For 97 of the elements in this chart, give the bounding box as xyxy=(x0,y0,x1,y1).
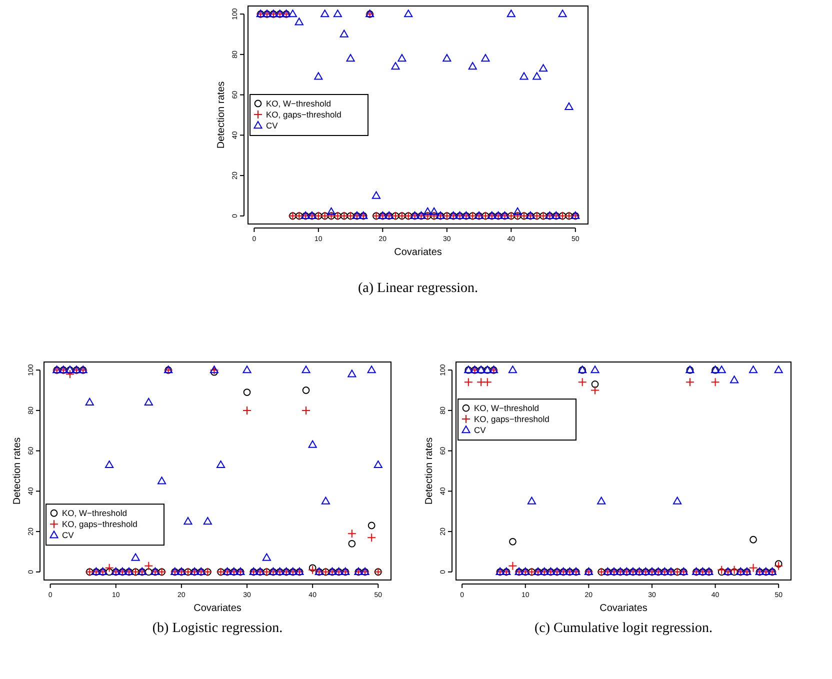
point xyxy=(774,366,783,374)
point xyxy=(157,476,166,484)
point xyxy=(673,496,682,504)
point xyxy=(374,460,382,468)
point xyxy=(347,529,356,538)
point xyxy=(590,386,600,395)
point xyxy=(346,54,355,62)
point xyxy=(730,568,738,576)
point xyxy=(532,72,542,80)
point xyxy=(391,62,400,70)
point xyxy=(442,54,452,62)
point xyxy=(348,370,356,378)
point xyxy=(590,366,600,374)
point xyxy=(508,561,518,570)
point xyxy=(340,30,348,38)
point xyxy=(468,62,477,70)
point xyxy=(730,376,739,384)
point xyxy=(367,366,376,374)
point xyxy=(476,378,486,387)
point xyxy=(404,10,413,18)
legend-label: KO, gaps−threshold xyxy=(474,414,550,424)
point xyxy=(591,380,599,388)
legend-label: KO, gaps−threshold xyxy=(62,519,138,530)
point xyxy=(506,10,516,18)
point xyxy=(308,564,316,572)
point xyxy=(564,102,574,110)
legend-label: KO, W−threshold xyxy=(474,403,540,414)
point xyxy=(538,64,548,72)
point xyxy=(216,460,226,468)
point xyxy=(685,378,694,387)
legend-label: KO, W−threshold xyxy=(62,508,128,518)
text: (c) Cumulative logit regression. xyxy=(534,621,713,636)
point xyxy=(348,540,356,548)
point xyxy=(314,72,323,80)
point xyxy=(262,553,271,561)
point xyxy=(320,10,330,18)
x-axis-title: Covariates xyxy=(194,603,242,614)
point xyxy=(144,398,153,406)
point xyxy=(321,496,330,504)
point xyxy=(464,378,473,387)
point xyxy=(372,191,381,199)
legend-label: KO, W−threshold xyxy=(266,98,332,108)
point xyxy=(423,207,432,215)
point xyxy=(326,207,336,215)
point xyxy=(106,568,114,576)
point xyxy=(481,54,490,62)
point xyxy=(730,565,739,574)
point xyxy=(717,565,726,574)
point xyxy=(774,560,782,568)
legend-label: CV xyxy=(266,120,278,130)
point xyxy=(184,516,192,525)
point xyxy=(558,10,567,18)
point xyxy=(367,533,376,542)
legend-label: CV xyxy=(474,425,486,436)
point xyxy=(243,388,251,396)
point xyxy=(398,54,406,62)
legend-label: CV xyxy=(62,530,74,540)
point xyxy=(718,568,726,576)
point xyxy=(508,366,518,374)
point xyxy=(302,366,310,374)
point xyxy=(430,207,438,215)
point xyxy=(527,496,536,504)
legend-label: KO, gaps−threshold xyxy=(266,110,342,120)
point xyxy=(597,496,606,504)
x-axis-title: Covariates xyxy=(600,603,648,614)
point xyxy=(368,522,376,530)
text: (b) Logistic regression. xyxy=(152,621,283,636)
point xyxy=(242,406,252,415)
point xyxy=(333,10,342,18)
point xyxy=(302,406,311,415)
point xyxy=(513,207,522,215)
point xyxy=(144,568,152,576)
point xyxy=(85,398,94,406)
y-axis-title: Detection rates xyxy=(12,437,23,505)
point xyxy=(774,561,784,570)
y-axis-title: Detection rates xyxy=(424,437,435,505)
point xyxy=(203,516,212,525)
point xyxy=(717,366,726,374)
point xyxy=(509,538,516,546)
point xyxy=(308,440,317,448)
point xyxy=(131,553,140,561)
x-axis-title: Covariates xyxy=(394,247,442,258)
point xyxy=(710,378,720,387)
y-axis-title: Detection rates xyxy=(216,81,227,149)
point xyxy=(482,378,492,387)
point xyxy=(302,386,310,394)
point xyxy=(750,536,757,544)
point xyxy=(144,561,154,570)
point xyxy=(578,378,587,387)
point xyxy=(294,18,304,26)
point xyxy=(242,366,252,374)
point xyxy=(105,460,114,468)
text: (a) Linear regression. xyxy=(358,281,478,296)
point xyxy=(520,72,528,80)
point xyxy=(288,10,298,18)
point xyxy=(308,565,318,574)
point xyxy=(748,366,758,374)
